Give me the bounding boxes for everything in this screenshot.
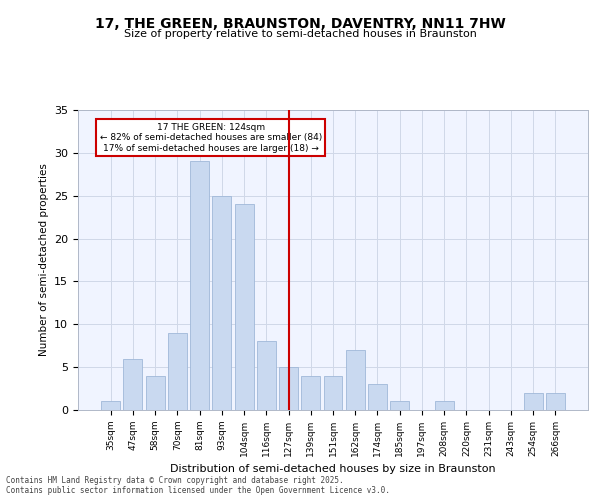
Bar	[257, 342, 276, 410]
Bar	[101, 402, 120, 410]
X-axis label: Distribution of semi-detached houses by size in Braunston: Distribution of semi-detached houses by …	[170, 464, 496, 474]
Bar	[279, 367, 298, 410]
Bar	[546, 393, 565, 410]
Bar	[168, 333, 187, 410]
Bar	[323, 376, 343, 410]
Bar	[212, 196, 231, 410]
Text: Size of property relative to semi-detached houses in Braunston: Size of property relative to semi-detach…	[124, 29, 476, 39]
Bar	[146, 376, 164, 410]
Text: Contains HM Land Registry data © Crown copyright and database right 2025.
Contai: Contains HM Land Registry data © Crown c…	[6, 476, 390, 495]
Bar	[368, 384, 387, 410]
Text: 17 THE GREEN: 124sqm
← 82% of semi-detached houses are smaller (84)
17% of semi-: 17 THE GREEN: 124sqm ← 82% of semi-detac…	[100, 123, 322, 152]
Bar	[346, 350, 365, 410]
Y-axis label: Number of semi-detached properties: Number of semi-detached properties	[38, 164, 49, 356]
Bar	[301, 376, 320, 410]
Bar	[190, 162, 209, 410]
Bar	[435, 402, 454, 410]
Bar	[235, 204, 254, 410]
Bar	[524, 393, 542, 410]
Text: 17, THE GREEN, BRAUNSTON, DAVENTRY, NN11 7HW: 17, THE GREEN, BRAUNSTON, DAVENTRY, NN11…	[95, 18, 505, 32]
Bar	[124, 358, 142, 410]
Bar	[390, 402, 409, 410]
